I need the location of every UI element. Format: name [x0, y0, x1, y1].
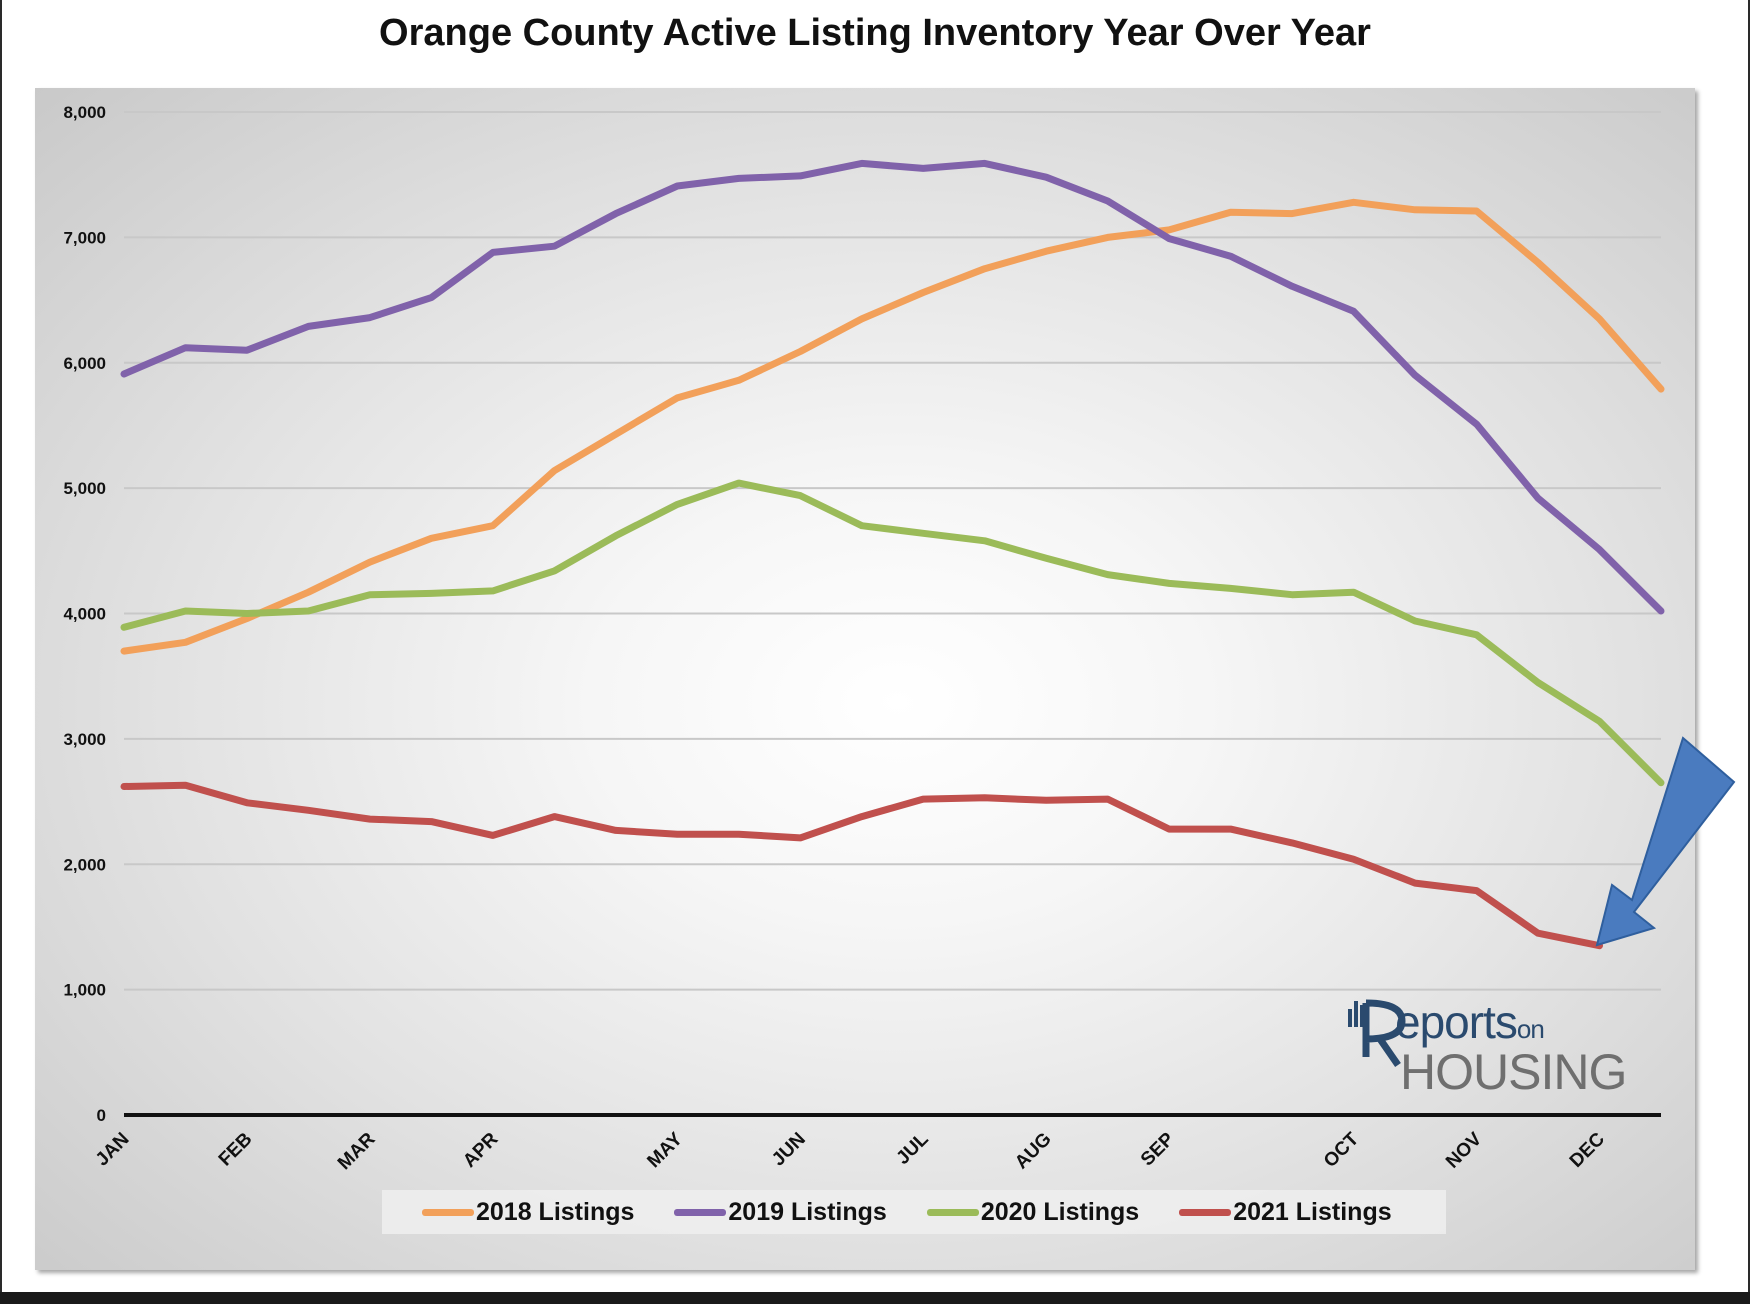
- y-tick-label: 4,000: [63, 605, 106, 624]
- legend-label: 2018 Listings: [476, 1197, 635, 1226]
- y-tick-label: 2,000: [63, 855, 106, 874]
- logo-word-eports: eports: [1395, 996, 1518, 1048]
- gridlines: [124, 111, 1661, 1117]
- logo-bottom-text: HOUSING: [1400, 1044, 1627, 1100]
- reports-on-housing-logo: eportson HOUSING: [1340, 995, 1640, 1100]
- legend-item: 2018 Listings: [422, 1198, 634, 1227]
- y-tick-label: 6,000: [63, 354, 106, 373]
- x-tick-label: AUG: [1011, 1129, 1056, 1174]
- y-tick-label: 5,000: [63, 479, 106, 498]
- y-tick-label: 7,000: [63, 228, 106, 247]
- x-tick-label: MAY: [643, 1128, 687, 1172]
- x-tick-label: FEB: [215, 1129, 257, 1171]
- series-line: [120, 198, 1665, 655]
- legend-swatch: [1179, 1208, 1232, 1216]
- legend-label: 2020 Listings: [980, 1197, 1140, 1226]
- legend-item: 2019 Listings: [674, 1197, 887, 1227]
- legend-swatch: [926, 1208, 979, 1216]
- legend-item: 2021 Listings: [1179, 1197, 1392, 1227]
- series-lines: [120, 159, 1665, 950]
- logo-mark-icon: [1348, 999, 1406, 1067]
- frame-right-border: [1748, 0, 1750, 1292]
- series-line: [120, 479, 1665, 787]
- plot-panel: [35, 88, 1695, 1270]
- x-axis-ticks: JAN FEB MAR APR MAY JUN JUL AUG SEP OCT NOV DEC: [92, 1128, 1609, 1174]
- x-tick-label: APR: [459, 1128, 502, 1171]
- legend: 2018 Listings 2019 Listings 2020 Listings 2…: [382, 1190, 1446, 1234]
- y-tick-label: 1,000: [63, 981, 106, 1000]
- x-tick-label: OCT: [1320, 1128, 1363, 1171]
- x-tick-label: NOV: [1442, 1128, 1486, 1172]
- y-tick-label: 8,000: [63, 103, 106, 122]
- callout-arrow: [1595, 736, 1736, 947]
- x-tick-label: JUN: [768, 1129, 810, 1171]
- legend-label: 2019 Listings: [728, 1197, 887, 1226]
- legend-item: 2020 Listings: [926, 1197, 1140, 1227]
- x-tick-label: DEC: [1566, 1128, 1609, 1171]
- series-line: [120, 781, 1603, 950]
- logo-word-on: on: [1516, 1014, 1545, 1044]
- chart-title: Orange County Active Listing Inventory Y…: [379, 12, 1371, 54]
- legend-swatch: [674, 1208, 727, 1216]
- x-tick-label: JAN: [92, 1129, 134, 1171]
- x-tick-label: SEP: [1137, 1128, 1179, 1170]
- y-tick-label: 3,000: [63, 730, 106, 749]
- bottom-frame-bar: [0, 1292, 1750, 1304]
- arrow-icon: [1595, 736, 1736, 947]
- legend-swatch: [422, 1208, 474, 1216]
- frame-left-border: [0, 0, 2, 1292]
- series-line: [120, 159, 1665, 615]
- logo-top-text: eportson: [1395, 995, 1545, 1049]
- x-tick-label: JUL: [893, 1128, 934, 1169]
- x-tick-label: MAR: [334, 1128, 380, 1174]
- y-axis-ticks: 0 1,000 2,000 3,000 4,000 5,000 6,000 7,000 8,00…: [63, 103, 106, 1125]
- legend-label: 2021 Listings: [1233, 1197, 1392, 1226]
- y-tick-label: 0: [97, 1106, 106, 1125]
